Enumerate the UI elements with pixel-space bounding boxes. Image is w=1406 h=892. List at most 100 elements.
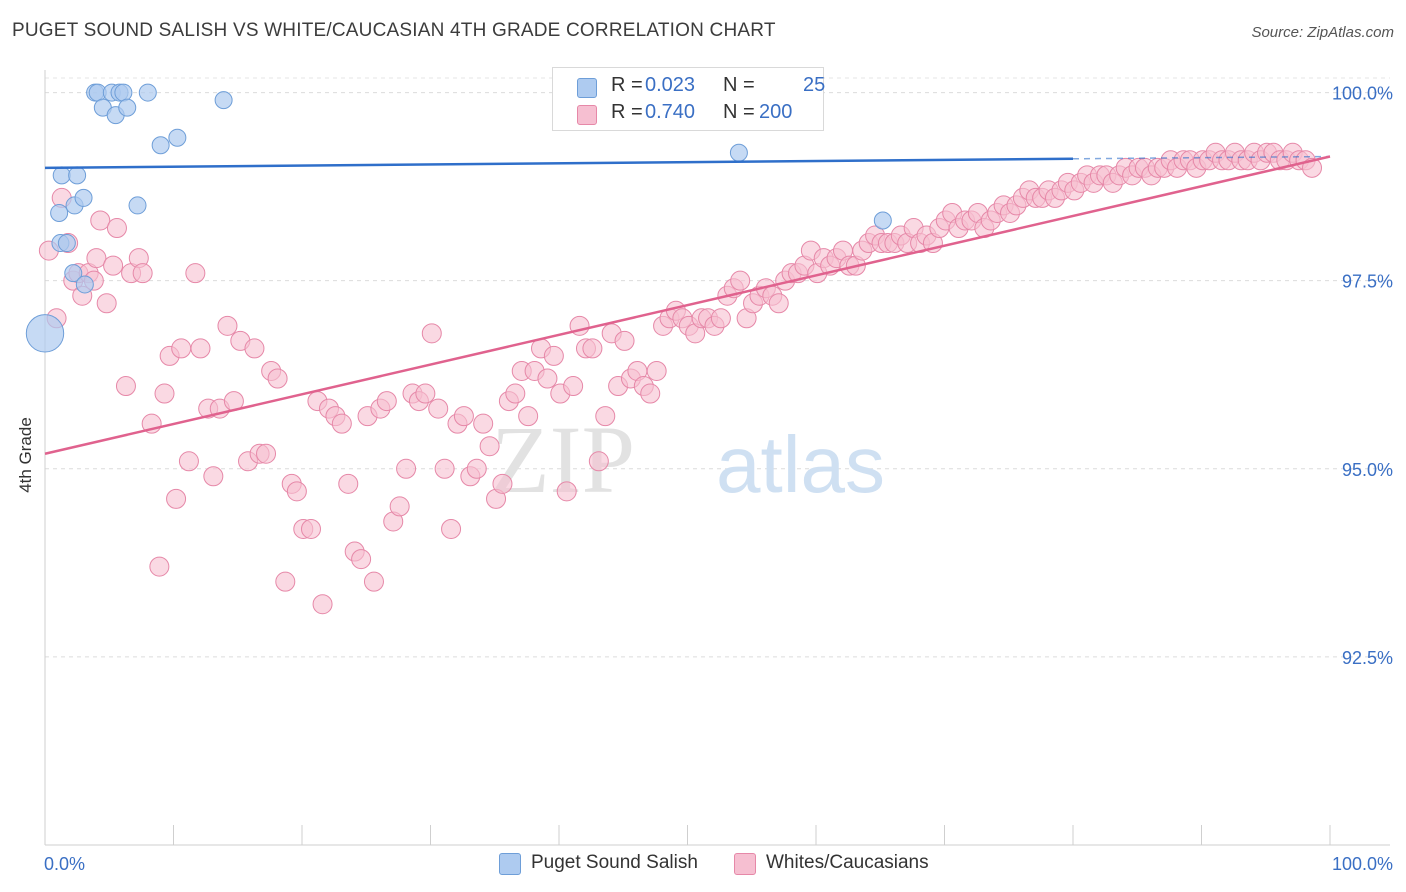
point-whites-caucasians	[90, 210, 111, 231]
y-tick-label: 95.0%	[1342, 460, 1393, 480]
legend-r-value: 0.023	[645, 74, 696, 96]
stats-legend: R = 0.023 N = 25 R = 0.740 N = 200	[552, 67, 826, 131]
point-whites-caucasians	[178, 451, 199, 472]
point-whites-caucasians	[115, 376, 136, 397]
point-puget-sound-salish	[50, 203, 69, 222]
point-whites-caucasians	[492, 473, 513, 494]
point-puget-sound-salish	[214, 91, 233, 110]
point-whites-caucasians	[154, 383, 175, 404]
point-whites-caucasians	[518, 406, 539, 427]
watermark-atlas: atlas	[716, 420, 885, 509]
point-whites-caucasians	[453, 406, 474, 427]
y-tick-label: 97.5%	[1342, 272, 1393, 292]
point-whites-caucasians	[730, 270, 751, 291]
point-puget-sound-salish	[52, 166, 71, 185]
point-whites-caucasians	[396, 458, 417, 479]
axis-layer	[44, 70, 1390, 846]
bottom-legend-label-whites: Whites/Caucasians	[766, 852, 929, 873]
point-puget-sound-salish	[68, 166, 87, 185]
bottom-legend-swatch-puget	[499, 853, 521, 875]
point-whites-caucasians	[537, 368, 558, 389]
point-whites-caucasians	[286, 481, 307, 502]
point-puget-sound-salish	[57, 234, 76, 253]
point-whites-caucasians	[640, 383, 661, 404]
point-whites-caucasians	[646, 360, 667, 381]
y-tick-label: 92.5%	[1342, 648, 1393, 668]
point-puget-sound-salish	[729, 143, 748, 162]
point-whites-caucasians	[434, 458, 455, 479]
legend-r-label: R =	[611, 101, 643, 123]
series-puget-sound-salish	[25, 83, 892, 353]
point-whites-caucasians	[389, 496, 410, 517]
legend-r-value: 0.740	[645, 101, 696, 123]
point-whites-caucasians	[441, 518, 462, 539]
point-whites-caucasians	[217, 315, 238, 336]
point-whites-caucasians	[312, 594, 333, 615]
point-whites-caucasians	[473, 413, 494, 434]
point-whites-caucasians	[256, 443, 277, 464]
legend-swatch-puget	[577, 78, 597, 98]
point-puget-sound-salish	[75, 275, 94, 294]
point-whites-caucasians	[415, 383, 436, 404]
point-whites-caucasians	[338, 473, 359, 494]
point-whites-caucasians	[595, 406, 616, 427]
point-whites-caucasians	[428, 398, 449, 419]
point-whites-caucasians	[479, 436, 500, 457]
point-whites-caucasians	[106, 218, 127, 239]
point-whites-caucasians	[351, 549, 372, 570]
point-whites-caucasians	[466, 458, 487, 479]
trend-line-puget-sound-salish	[44, 157, 1074, 170]
point-whites-caucasians	[171, 338, 192, 359]
point-whites-caucasians	[149, 556, 170, 577]
point-puget-sound-salish	[25, 314, 65, 353]
point-whites-caucasians	[331, 413, 352, 434]
point-puget-sound-salish	[128, 196, 147, 215]
watermark: ZIP atlas	[491, 406, 885, 513]
point-whites-caucasians	[710, 308, 731, 329]
legend-swatch-whites	[577, 105, 597, 125]
point-whites-caucasians	[103, 255, 124, 276]
point-whites-caucasians	[190, 338, 211, 359]
point-puget-sound-salish	[168, 128, 187, 147]
point-puget-sound-salish	[873, 211, 892, 230]
trend-lines	[44, 155, 1331, 455]
bottom-legend-swatch-whites	[734, 853, 756, 875]
point-whites-caucasians	[588, 451, 609, 472]
point-whites-caucasians	[421, 323, 442, 344]
trend-line-puget-extension	[1072, 155, 1331, 160]
point-puget-sound-salish	[118, 98, 137, 117]
point-whites-caucasians	[582, 338, 603, 359]
point-whites-caucasians	[505, 383, 526, 404]
x-tick-label: 100.0%	[1332, 854, 1393, 874]
point-whites-caucasians	[614, 330, 635, 351]
legend-n-value: 200	[759, 101, 793, 123]
point-whites-caucasians	[185, 263, 206, 284]
legend-n-value: 25	[803, 74, 826, 96]
legend-row-puget-sound-salish: R = 0.023 N = 25	[553, 74, 826, 100]
series-whites-caucasians	[38, 142, 1323, 615]
legend-n-label: N =	[723, 74, 755, 96]
point-whites-caucasians	[267, 368, 288, 389]
point-whites-caucasians	[86, 248, 107, 269]
point-whites-caucasians	[768, 293, 789, 314]
bottom-legend-label-puget: Puget Sound Salish	[531, 852, 698, 873]
legend-r-label: R =	[611, 74, 643, 96]
tick-labels: 92.5% 95.0% 97.5% 100.0% 0.0% 100.0%	[44, 84, 1393, 874]
point-whites-caucasians	[543, 345, 564, 366]
point-puget-sound-salish	[151, 136, 170, 155]
legend-n-label: N =	[723, 101, 755, 123]
point-whites-caucasians	[376, 391, 397, 412]
point-puget-sound-salish	[74, 188, 93, 207]
point-whites-caucasians	[556, 481, 577, 502]
point-whites-caucasians	[132, 263, 153, 284]
point-whites-caucasians	[363, 571, 384, 592]
chart-title: PUGET SOUND SALISH VS WHITE/CAUCASIAN 4T…	[12, 20, 776, 41]
x-tick-label: 0.0%	[44, 854, 85, 874]
point-whites-caucasians	[244, 338, 265, 359]
source-label: Source: ZipAtlas.com	[1251, 24, 1394, 41]
legend-row-whites-caucasians: R = 0.740 N = 200	[553, 101, 823, 127]
point-puget-sound-salish	[114, 83, 133, 102]
point-puget-sound-salish	[138, 83, 157, 102]
point-whites-caucasians	[96, 293, 117, 314]
